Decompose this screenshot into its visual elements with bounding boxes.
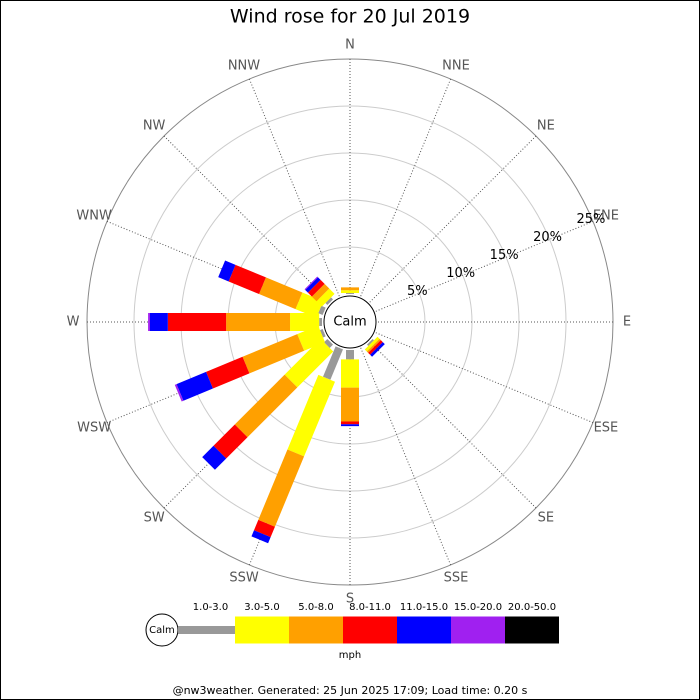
rose-segment bbox=[305, 277, 321, 293]
rose-segment bbox=[304, 276, 318, 290]
r-tick-label: 15% bbox=[490, 248, 519, 263]
rose-segment bbox=[148, 313, 150, 331]
rose-segment bbox=[174, 384, 184, 402]
direction-label: WNW bbox=[76, 208, 112, 223]
spoke bbox=[163, 135, 331, 303]
rose-segment bbox=[311, 283, 330, 302]
rose-segment bbox=[319, 318, 322, 326]
direction-label: SSE bbox=[444, 570, 469, 585]
legend-swatch bbox=[505, 616, 559, 644]
rose-segment bbox=[341, 290, 359, 294]
rose-segment bbox=[366, 338, 374, 346]
direction-label: ESE bbox=[594, 421, 619, 436]
rose-segment bbox=[258, 449, 305, 527]
calm-label: Calm bbox=[333, 315, 366, 330]
rose-segment bbox=[206, 356, 250, 389]
rose-segment bbox=[341, 424, 359, 427]
direction-label: S bbox=[346, 592, 354, 607]
rose-segment bbox=[297, 325, 325, 351]
legend-swatch bbox=[397, 616, 451, 644]
legend-label: 8.0-11.0 bbox=[349, 602, 391, 613]
rose-segment bbox=[370, 342, 385, 357]
rose-segment bbox=[253, 519, 275, 538]
rose-segment bbox=[319, 329, 326, 338]
direction-label: E bbox=[623, 315, 631, 330]
legend-swatch bbox=[451, 616, 505, 644]
direction-label: SE bbox=[538, 510, 554, 525]
rose-segment bbox=[366, 338, 381, 353]
direction-label: NE bbox=[537, 119, 555, 134]
rose-segment bbox=[213, 424, 248, 459]
direction-label: ENE bbox=[593, 208, 619, 223]
direction-label: NNE bbox=[442, 59, 470, 74]
rose-segment bbox=[346, 293, 354, 294]
legend-swatch bbox=[343, 616, 397, 644]
rose-segment bbox=[364, 336, 380, 352]
r-tick-label: 10% bbox=[446, 266, 475, 281]
spoke bbox=[360, 78, 452, 297]
legend-swatch bbox=[235, 616, 289, 644]
rose-segment bbox=[176, 371, 213, 401]
direction-label: W bbox=[67, 315, 80, 330]
rose-segment bbox=[228, 264, 266, 295]
legend-label: 11.0-15.0 bbox=[400, 602, 448, 613]
calm-circle bbox=[323, 295, 377, 349]
r-tick-label: 20% bbox=[533, 230, 562, 245]
legend-label: 15.0-20.0 bbox=[454, 602, 502, 613]
rose-segment bbox=[324, 338, 334, 348]
rose-segment bbox=[202, 445, 227, 470]
rose-segment bbox=[368, 340, 383, 355]
rose-segment bbox=[234, 374, 298, 438]
rose-segment bbox=[149, 313, 168, 331]
footer: @nw3weather. Generated: 25 Jun 2025 17:0… bbox=[173, 684, 528, 697]
spoke bbox=[248, 78, 340, 297]
r-tick-label: 5% bbox=[407, 284, 428, 299]
direction-label: NNW bbox=[228, 59, 260, 74]
legend-calm-label: Calm bbox=[149, 625, 175, 636]
rose-segment bbox=[341, 359, 359, 388]
rose-segment bbox=[284, 338, 334, 388]
direction-label: WSW bbox=[77, 421, 111, 436]
direction-label: SW bbox=[144, 510, 165, 525]
rose-segment bbox=[307, 279, 325, 297]
legend-unit: mph bbox=[339, 650, 361, 661]
rose-segment bbox=[167, 313, 227, 331]
legend-label: 5.0-8.0 bbox=[298, 602, 333, 613]
rose-segment bbox=[316, 288, 335, 307]
rose-segment bbox=[341, 421, 359, 425]
rose-segment bbox=[346, 350, 354, 360]
direction-label: N bbox=[345, 38, 355, 53]
spoke bbox=[369, 341, 537, 509]
direction-label: SSW bbox=[229, 570, 259, 585]
ring bbox=[133, 105, 567, 539]
spoke bbox=[375, 220, 594, 312]
legend-swatch bbox=[289, 616, 343, 644]
legend-swatch bbox=[178, 626, 235, 634]
rose-segment bbox=[325, 297, 334, 306]
rose-segment bbox=[341, 287, 359, 291]
spoke bbox=[369, 135, 537, 303]
rose-segment bbox=[259, 277, 303, 310]
legend-label: 3.0-5.0 bbox=[244, 602, 279, 613]
rose-segment bbox=[218, 260, 236, 282]
rose-segment bbox=[242, 334, 305, 374]
legend-label: 1.0-3.0 bbox=[193, 602, 228, 613]
rose-segment bbox=[251, 530, 271, 544]
spoke bbox=[360, 347, 452, 566]
direction-label: NW bbox=[143, 119, 166, 134]
rose-segment bbox=[290, 313, 320, 331]
rose-segment bbox=[322, 346, 343, 380]
rose-segment bbox=[318, 305, 326, 315]
chart-title: Wind rose for 20 Jul 2019 bbox=[230, 6, 470, 28]
spoke bbox=[375, 332, 594, 424]
rose-segment bbox=[341, 387, 359, 422]
legend-label: 20.0-50.0 bbox=[508, 602, 556, 613]
r-tick-label: 25% bbox=[577, 212, 606, 227]
rose-segment bbox=[226, 313, 291, 331]
rose-segment bbox=[287, 374, 336, 457]
